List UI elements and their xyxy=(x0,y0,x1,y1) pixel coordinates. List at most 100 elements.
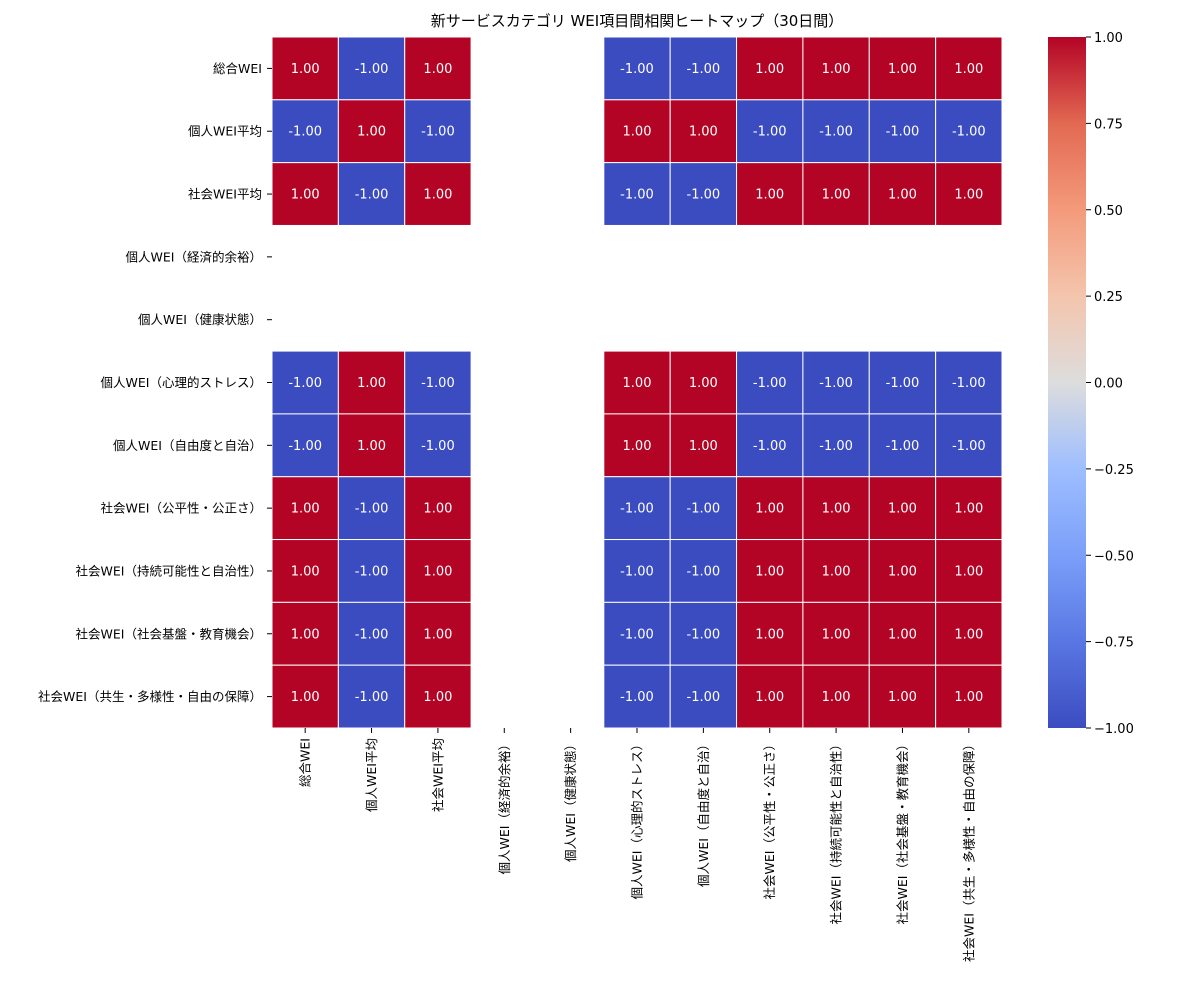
y-tick-label: 社会WEI平均 xyxy=(188,187,262,202)
y-tick-label: 個人WEI（経済的余裕） xyxy=(126,249,262,264)
heatmap-cell xyxy=(935,162,1003,226)
cell-value-label: 1.00 xyxy=(888,188,917,203)
y-tick-label: 社会WEI（社会基盤・教育機会） xyxy=(76,626,262,641)
colorbar-tick-label: 0.25 xyxy=(1094,290,1123,305)
cell-value-label: 1.00 xyxy=(689,376,718,391)
heatmap-cell xyxy=(271,413,339,478)
cell-value-label: -1.00 xyxy=(620,690,654,705)
heatmap-cell xyxy=(603,413,671,478)
cell-value-label: -1.00 xyxy=(753,125,787,140)
heatmap-cell xyxy=(669,476,738,541)
cell-value-label: 1.00 xyxy=(623,125,652,140)
cell-value-label: -1.00 xyxy=(753,376,787,391)
heatmap-cell xyxy=(404,601,472,666)
cell-value-label: 1.00 xyxy=(291,564,320,579)
heatmap-cell xyxy=(404,413,472,478)
colorbar: 1.00 0.75 0.50 0.25 0.00 −0.25 −0.50 −0.75 −1.00 xyxy=(1048,31,1134,737)
cell-value-label: 1.00 xyxy=(357,439,386,454)
heatmap-cell xyxy=(935,99,1003,164)
cell-value-label: -1.00 xyxy=(421,125,455,140)
cell-value-label: -1.00 xyxy=(620,564,654,579)
cell-value-label: 1.00 xyxy=(822,188,851,203)
heatmap-cell xyxy=(802,413,870,478)
cell-value-label: -1.00 xyxy=(355,188,389,203)
cell-value-label: -1.00 xyxy=(687,188,721,203)
cell-value-label: 1.00 xyxy=(423,564,452,579)
x-tick-label: 社会WEI（社会基盤・教育機会） xyxy=(895,738,910,924)
heatmap-cell xyxy=(802,539,870,603)
heatmap-cell xyxy=(603,350,671,415)
cell-value-label: 1.00 xyxy=(755,188,784,203)
cell-value-label: 1.00 xyxy=(954,62,983,77)
cell-value-label: -1.00 xyxy=(819,439,853,454)
heatmap-cell xyxy=(935,476,1003,541)
cell-value-label: 1.00 xyxy=(888,564,917,579)
heatmap-cell xyxy=(736,413,804,478)
cell-value-label: 1.00 xyxy=(423,62,452,77)
y-tick-label: 個人WEI（自由度と自治） xyxy=(113,438,262,453)
heatmap-cell xyxy=(337,476,406,541)
cell-value-label: -1.00 xyxy=(421,376,455,391)
cell-value-label: 1.00 xyxy=(954,627,983,642)
heatmap-cell xyxy=(935,350,1003,415)
colorbar-tick-label: −0.50 xyxy=(1094,549,1134,564)
cell-value-label: 1.00 xyxy=(755,690,784,705)
cell-value-label: -1.00 xyxy=(421,439,455,454)
heatmap-cell xyxy=(603,664,671,729)
cell-value-label: 1.00 xyxy=(689,439,718,454)
cell-value-label: -1.00 xyxy=(687,627,721,642)
cell-value-label: -1.00 xyxy=(687,564,721,579)
x-axis: 総合WEI 個人WEI平均 社会WEI平均 個人WEI（経済的余裕） 個人WEI（健康状… xyxy=(298,728,976,962)
cell-value-label: 1.00 xyxy=(822,502,851,517)
heatmap-cell xyxy=(404,476,472,541)
heatmap-cells: 1.00 -1.00 1.00 -1.00 -1.00 1.00 1.00 1.00 1.00 -… xyxy=(271,36,1003,729)
colorbar-tick-label: −0.25 xyxy=(1094,463,1134,478)
cell-value-label: -1.00 xyxy=(288,439,322,454)
heatmap-cell xyxy=(337,539,406,603)
heatmap-cell xyxy=(271,601,339,666)
colorbar-tick-label: −0.75 xyxy=(1094,636,1134,651)
cell-value-label: 1.00 xyxy=(357,376,386,391)
heatmap-cell xyxy=(868,99,937,164)
colorbar-tick-label: 0.50 xyxy=(1094,204,1123,219)
heatmap-cell xyxy=(404,664,472,729)
cell-value-label: 1.00 xyxy=(623,439,652,454)
heatmap-cell xyxy=(868,476,937,541)
cell-value-label: -1.00 xyxy=(288,376,322,391)
cell-value-label: -1.00 xyxy=(819,376,853,391)
heatmap-cell xyxy=(271,162,339,226)
cell-value-label: -1.00 xyxy=(620,62,654,77)
cell-value-label: 1.00 xyxy=(822,690,851,705)
heatmap-cell xyxy=(669,539,738,603)
cell-value-label: 1.00 xyxy=(291,62,320,77)
colorbar-tick-label: 1.00 xyxy=(1094,31,1123,46)
heatmap-cell xyxy=(736,664,804,729)
cell-value-label: 1.00 xyxy=(954,690,983,705)
colorbar-gradient xyxy=(1048,37,1086,728)
cell-value-label: 1.00 xyxy=(291,188,320,203)
cell-value-label: 1.00 xyxy=(291,627,320,642)
cell-value-label: 1.00 xyxy=(689,125,718,140)
heatmap-cell xyxy=(404,36,472,101)
cell-value-label: 1.00 xyxy=(755,502,784,517)
cell-value-label: 1.00 xyxy=(755,627,784,642)
y-tick-label: 社会WEI（持続可能性と自治性） xyxy=(76,563,262,578)
cell-value-label: 1.00 xyxy=(755,564,784,579)
cell-value-label: -1.00 xyxy=(687,690,721,705)
y-tick-label: 社会WEI（公平性・公正さ） xyxy=(101,501,262,516)
colorbar-tick-label: 0.00 xyxy=(1094,377,1123,392)
heatmap-cell xyxy=(271,539,339,603)
cell-value-label: 1.00 xyxy=(954,564,983,579)
cell-value-label: 1.00 xyxy=(954,188,983,203)
cell-value-label: 1.00 xyxy=(888,627,917,642)
heatmap-cell xyxy=(271,350,339,415)
heatmap-cell xyxy=(337,413,406,478)
cell-value-label: 1.00 xyxy=(888,502,917,517)
heatmap-cell xyxy=(736,476,804,541)
cell-value-label: 1.00 xyxy=(822,564,851,579)
cell-value-label: 1.00 xyxy=(755,62,784,77)
cell-value-label: 1.00 xyxy=(954,502,983,517)
heatmap-cell xyxy=(404,162,472,226)
